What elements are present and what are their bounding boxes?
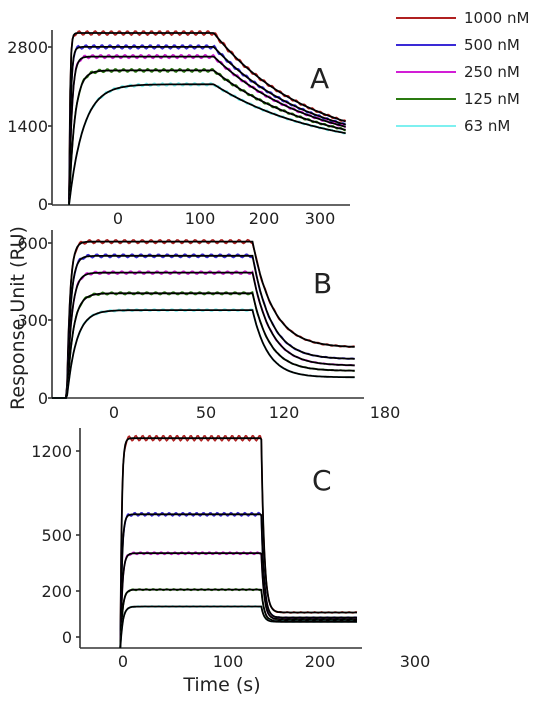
x-axis-title: Time (s) — [182, 674, 260, 696]
x-tick-label: 100 — [213, 652, 244, 671]
panel-c: 0 100 200 300 0 200 500 1200 C — [31, 428, 430, 671]
data-curve — [52, 238, 355, 399]
panel-letter: B — [313, 267, 332, 300]
legend-label: 1000 nM — [464, 9, 529, 27]
y-tick-label: 0 — [38, 389, 48, 408]
fit-curve — [68, 32, 346, 206]
y-tick-label: 300 — [17, 311, 48, 330]
y-tick-label: 600 — [17, 234, 48, 253]
fit-curve — [119, 605, 357, 649]
data-curve — [68, 53, 347, 206]
legend-label: 63 nM — [464, 117, 510, 135]
legend-label: 500 nM — [464, 36, 520, 54]
y-axis-title: Response Unit (RU) — [7, 226, 29, 410]
fit-curve — [52, 271, 355, 399]
fit-curve — [119, 513, 357, 649]
y-tick-label: 200 — [41, 582, 72, 601]
x-tick-label: 0 — [113, 209, 123, 228]
x-tick-label: 120 — [269, 403, 300, 422]
data-curve — [119, 551, 358, 649]
x-tick-label: 50 — [196, 403, 216, 422]
data-curve — [52, 270, 355, 399]
panel-a: 0 100 200 300 0 1400 2800 A — [7, 30, 350, 228]
x-tick-label: 300 — [305, 209, 336, 228]
fit-curve — [52, 292, 355, 399]
x-tick-label: 300 — [400, 652, 431, 671]
y-tick-label: 1200 — [31, 442, 72, 461]
data-curve — [68, 44, 347, 206]
fit-curve — [68, 83, 346, 206]
fit-curve — [52, 254, 355, 399]
x-tick-label: 100 — [185, 209, 216, 228]
fit-curve — [68, 46, 346, 206]
data-curve — [68, 67, 346, 206]
panels: 0 100 200 300 0 1400 2800 A 0 50 120 180 0 300 600 B 0 10… — [7, 30, 430, 671]
fit-curve — [52, 240, 355, 399]
fit-curve — [52, 309, 355, 399]
x-tick-label: 180 — [370, 403, 401, 422]
y-tick-label: 0 — [62, 628, 72, 647]
panel-letter: A — [310, 62, 329, 95]
y-tick-label: 2800 — [7, 38, 48, 57]
fit-curve — [119, 437, 357, 649]
panel-letter: C — [312, 464, 332, 497]
y-tick-label: 500 — [41, 526, 72, 545]
x-tick-label: 0 — [109, 403, 119, 422]
fit-curve — [119, 552, 357, 649]
fit-curve — [68, 69, 346, 206]
data-curve — [119, 511, 358, 649]
legend: 1000 nM 500 nM 250 nM 125 nM 63 nM — [396, 9, 529, 135]
y-tick-label: 1400 — [7, 117, 48, 136]
y-tick-label: 0 — [38, 195, 48, 214]
data-curve — [52, 291, 355, 399]
x-tick-label: 200 — [249, 209, 280, 228]
x-tick-label: 200 — [305, 652, 336, 671]
x-tick-label: 0 — [118, 652, 128, 671]
data-curve — [68, 82, 347, 206]
legend-label: 250 nM — [464, 63, 520, 81]
panel-b: 0 50 120 180 0 300 600 B — [17, 230, 400, 422]
fit-curve — [68, 55, 346, 206]
legend-label: 125 nM — [464, 90, 520, 108]
